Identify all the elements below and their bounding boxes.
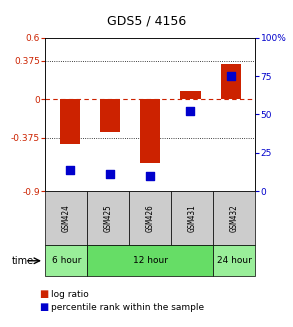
Text: time: time	[11, 256, 34, 266]
Point	[108, 172, 112, 177]
Text: GSM432: GSM432	[229, 204, 239, 232]
Text: 12 hour: 12 hour	[133, 256, 168, 265]
Bar	[100, 99, 120, 132]
Bar	[180, 91, 200, 99]
Bar	[140, 99, 160, 163]
Bar	[221, 64, 241, 99]
Text: 24 hour: 24 hour	[217, 256, 251, 265]
Point	[148, 173, 153, 179]
Text: log ratio: log ratio	[51, 290, 89, 299]
Text: GSM425: GSM425	[104, 204, 113, 232]
Text: GSM424: GSM424	[62, 204, 71, 232]
Text: 6 hour: 6 hour	[52, 256, 81, 265]
Text: GSM426: GSM426	[146, 204, 155, 232]
Text: GDS5 / 4156: GDS5 / 4156	[107, 15, 186, 28]
Point	[67, 167, 72, 172]
Point	[188, 109, 193, 114]
Text: percentile rank within the sample: percentile rank within the sample	[51, 303, 205, 312]
Point	[229, 74, 233, 79]
Text: ■: ■	[40, 289, 49, 299]
Text: ■: ■	[40, 302, 49, 312]
Text: GSM431: GSM431	[188, 204, 197, 232]
Bar	[59, 99, 80, 144]
